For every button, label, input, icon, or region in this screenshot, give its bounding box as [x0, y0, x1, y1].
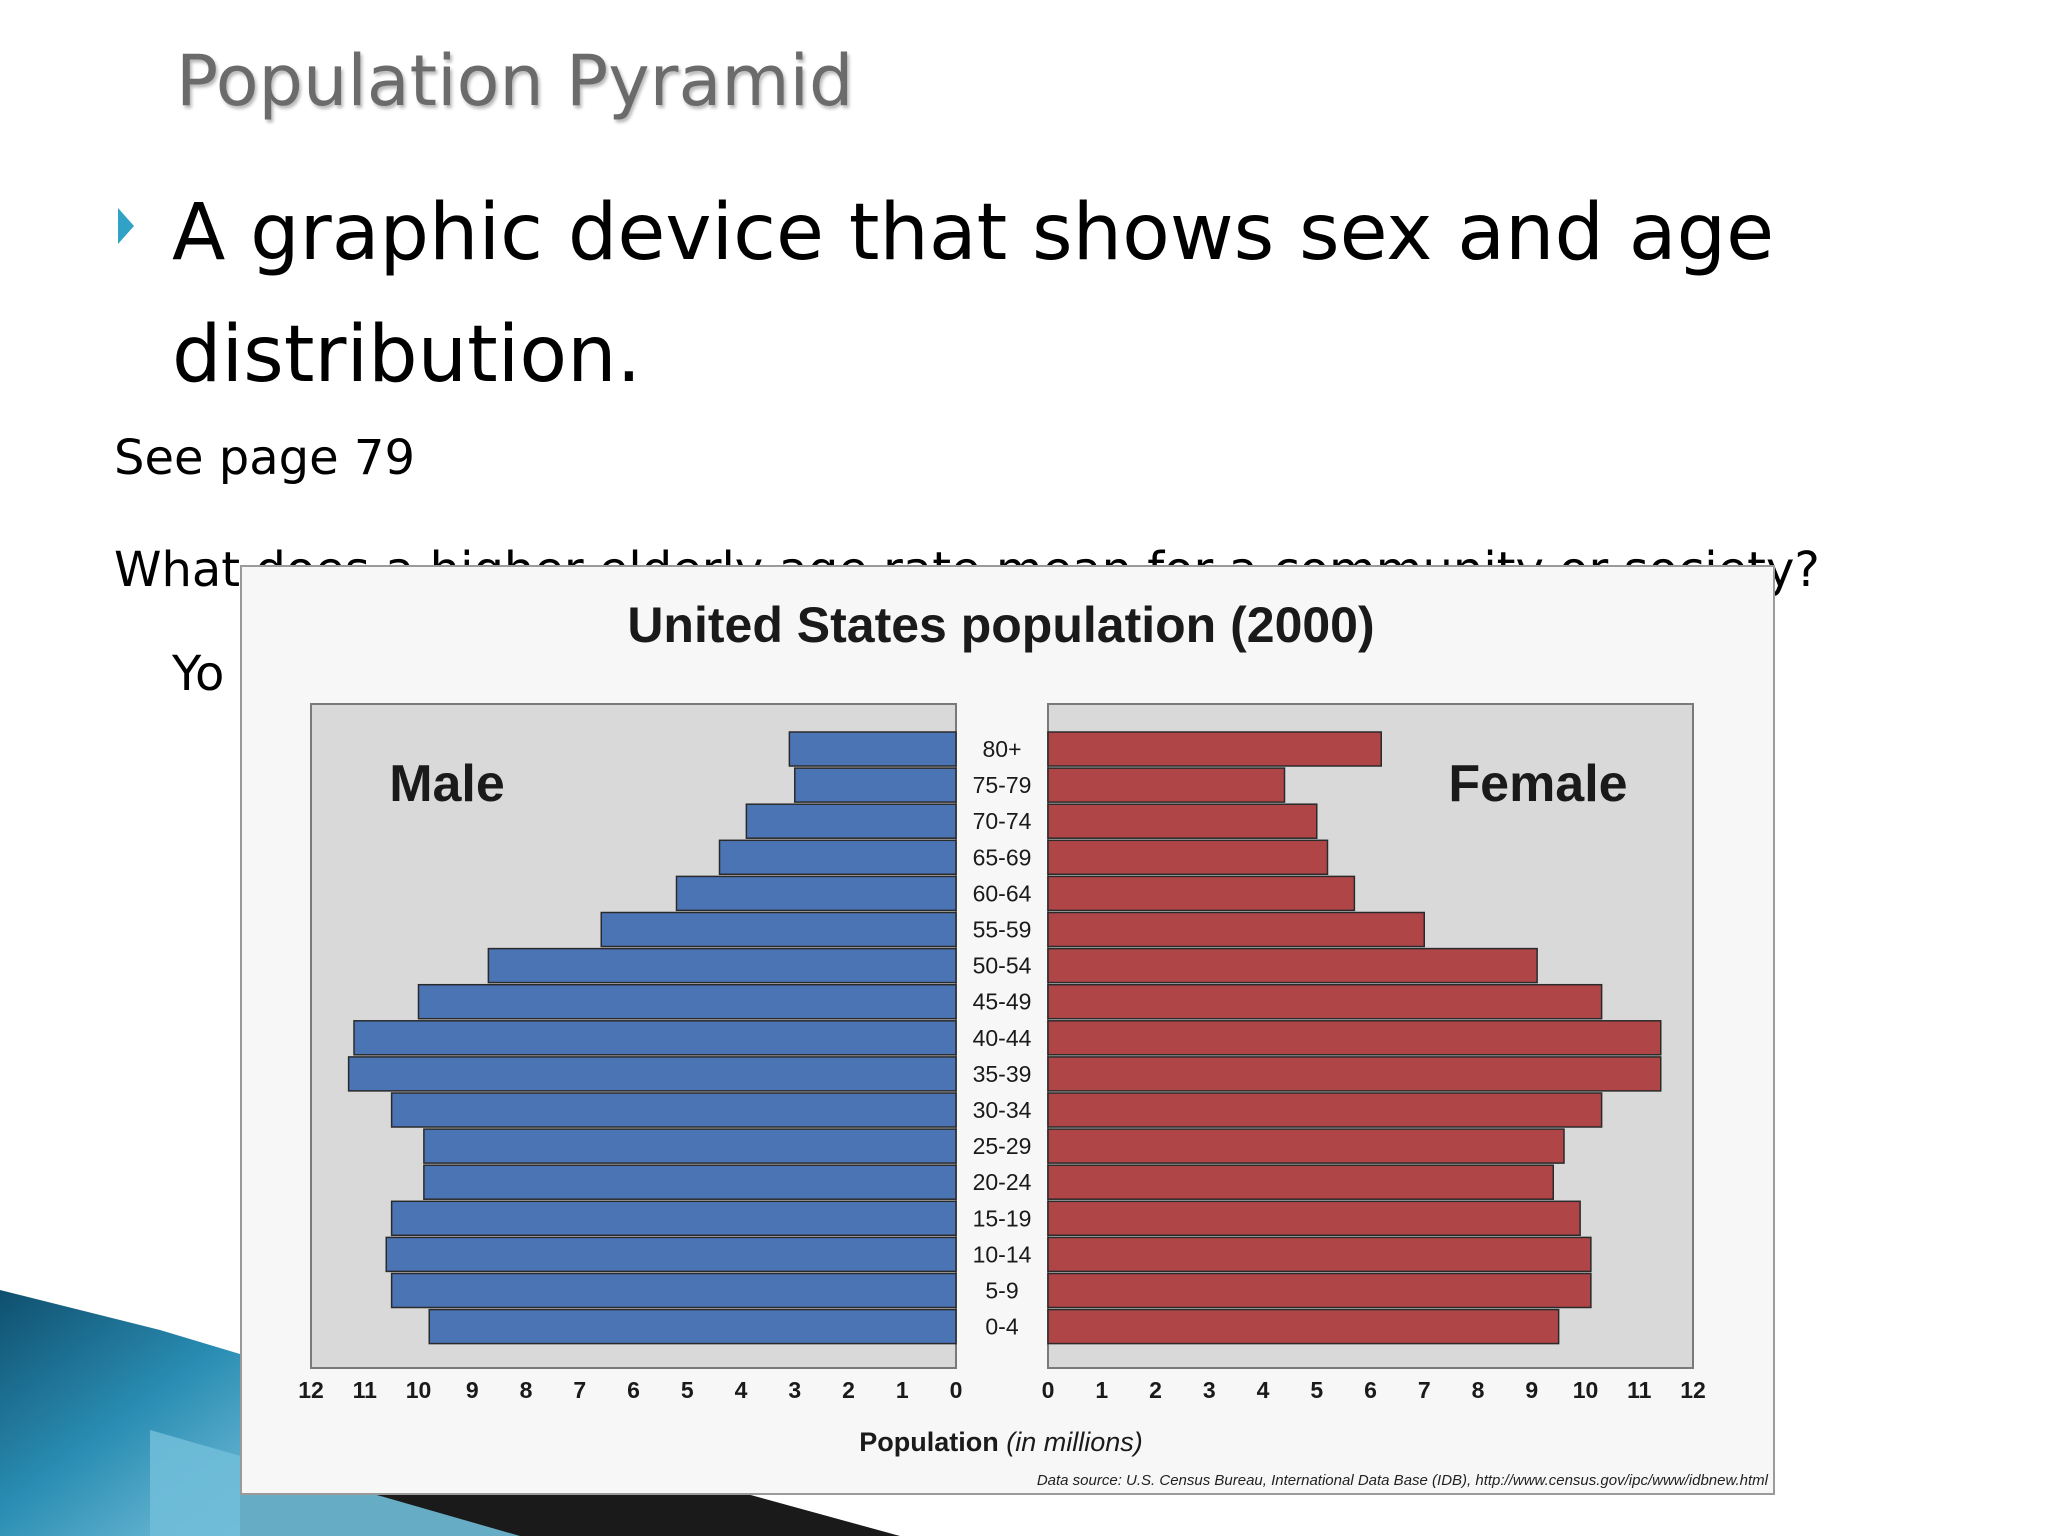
male-bar-80+ [788, 731, 957, 767]
female-x-tick-label: 2 [1149, 1377, 1162, 1403]
female-bar-20-24 [1047, 1164, 1554, 1200]
male-x-tick-label: 11 [353, 1377, 378, 1403]
female-x-tick-label: 11 [1627, 1377, 1652, 1403]
female-bar-40-44 [1047, 1020, 1662, 1056]
male-bar-0-4 [428, 1308, 957, 1345]
age-group-label: 30-34 [973, 1097, 1032, 1123]
female-x-tick-label: 5 [1310, 1377, 1323, 1403]
female-x-tick-label: 1 [1095, 1377, 1108, 1403]
chart-svg: United States population (2000) Male Fem… [240, 565, 1775, 1495]
age-group-label: 15-19 [973, 1205, 1032, 1231]
male-bar-65-69 [718, 839, 957, 876]
age-group-label: 10-14 [973, 1241, 1032, 1267]
discussion-question-continuation: Yo [172, 646, 225, 702]
male-bar-5-9 [390, 1272, 957, 1309]
male-x-tick-label: 1 [896, 1377, 909, 1403]
male-series-label: Male [389, 755, 505, 813]
x-axis-label: Population (in millions) [859, 1427, 1143, 1457]
female-bar-35-39 [1047, 1056, 1662, 1092]
female-bar-80+ [1047, 731, 1382, 767]
female-x-tick-label: 10 [1573, 1377, 1599, 1403]
female-x-tick-label: 6 [1364, 1377, 1377, 1403]
bullet-text: A graphic device that shows sex and age … [172, 188, 1775, 400]
male-bar-70-74 [745, 803, 957, 839]
female-bar-45-49 [1047, 983, 1603, 1020]
male-x-tick-label: 3 [788, 1377, 801, 1403]
female-bar-75-79 [1047, 767, 1286, 803]
age-group-label: 35-39 [973, 1061, 1032, 1087]
female-bar-30-34 [1047, 1092, 1603, 1128]
female-bar-50-54 [1047, 947, 1538, 984]
male-x-tick-label: 6 [627, 1377, 640, 1403]
male-x-tick-label: 7 [573, 1377, 586, 1403]
male-bar-35-39 [347, 1056, 957, 1092]
age-group-label: 5-9 [985, 1278, 1018, 1304]
male-bar-55-59 [600, 911, 957, 948]
population-pyramid-chart: United States population (2000) Male Fem… [240, 565, 1775, 1495]
slide-title: Population Pyramid [176, 40, 854, 122]
male-bar-45-49 [417, 983, 957, 1020]
female-x-tick-label: 3 [1203, 1377, 1216, 1403]
age-group-label: 25-29 [973, 1133, 1032, 1159]
female-x-tick-label: 9 [1525, 1377, 1538, 1403]
x-axis-label-main: Population [859, 1427, 998, 1457]
female-bar-25-29 [1047, 1128, 1565, 1164]
female-x-tick-label: 4 [1257, 1377, 1270, 1403]
data-source-note: Data source: U.S. Census Bureau, Interna… [1037, 1472, 1769, 1489]
age-group-label: 65-69 [973, 844, 1032, 870]
male-bar-20-24 [423, 1164, 957, 1200]
age-group-label: 20-24 [973, 1169, 1032, 1195]
age-group-labels: 80+ 75-79 70-74 65-69 60-64 55-59 50-54 45-49 40… [973, 736, 1032, 1340]
age-group-label: 50-54 [973, 953, 1032, 979]
male-bar-60-64 [675, 875, 957, 912]
male-x-tick-label: 2 [842, 1377, 855, 1403]
page-reference-text: See page 79 [114, 430, 416, 486]
x-axis-label-unit: (in millions) [1006, 1427, 1143, 1457]
male-x-tick-label: 0 [950, 1377, 963, 1403]
age-group-label: 0-4 [985, 1314, 1018, 1340]
male-x-tick-label: 8 [520, 1377, 533, 1403]
female-bar-70-74 [1047, 803, 1318, 839]
age-group-label: 75-79 [973, 772, 1032, 798]
female-x-tick-label: 0 [1042, 1377, 1055, 1403]
male-bar-50-54 [487, 947, 957, 984]
male-bar-40-44 [353, 1020, 957, 1056]
male-x-tick-label: 12 [298, 1377, 324, 1403]
bullet-arrow-icon [118, 208, 134, 244]
male-bar-15-19 [390, 1200, 957, 1237]
male-x-tick-label: 4 [735, 1377, 748, 1403]
chart-title: United States population (2000) [627, 597, 1374, 653]
age-group-label: 45-49 [973, 989, 1032, 1015]
age-group-label: 80+ [982, 736, 1021, 762]
male-x-tick-label: 5 [681, 1377, 694, 1403]
female-bar-60-64 [1047, 875, 1356, 912]
female-bar-0-4 [1047, 1308, 1560, 1345]
male-bar-75-79 [794, 767, 957, 803]
age-group-label: 55-59 [973, 917, 1032, 943]
age-group-label: 70-74 [973, 808, 1032, 834]
bars-group [347, 731, 1662, 1345]
male-bar-30-34 [390, 1092, 957, 1128]
male-x-tick-label: 10 [406, 1377, 432, 1403]
male-bar-10-14 [385, 1236, 957, 1273]
male-x-tick-label: 9 [466, 1377, 479, 1403]
male-bar-25-29 [423, 1128, 957, 1164]
female-x-tick-label: 12 [1680, 1377, 1706, 1403]
age-group-label: 60-64 [973, 880, 1032, 906]
female-bar-5-9 [1047, 1272, 1592, 1309]
female-bar-55-59 [1047, 911, 1425, 948]
female-bar-10-14 [1047, 1236, 1592, 1273]
female-x-tick-label: 8 [1472, 1377, 1485, 1403]
age-group-label: 40-44 [973, 1025, 1032, 1051]
female-bar-65-69 [1047, 839, 1329, 876]
female-series-label: Female [1448, 755, 1627, 813]
female-x-tick-label: 7 [1418, 1377, 1431, 1403]
female-bar-15-19 [1047, 1200, 1581, 1237]
